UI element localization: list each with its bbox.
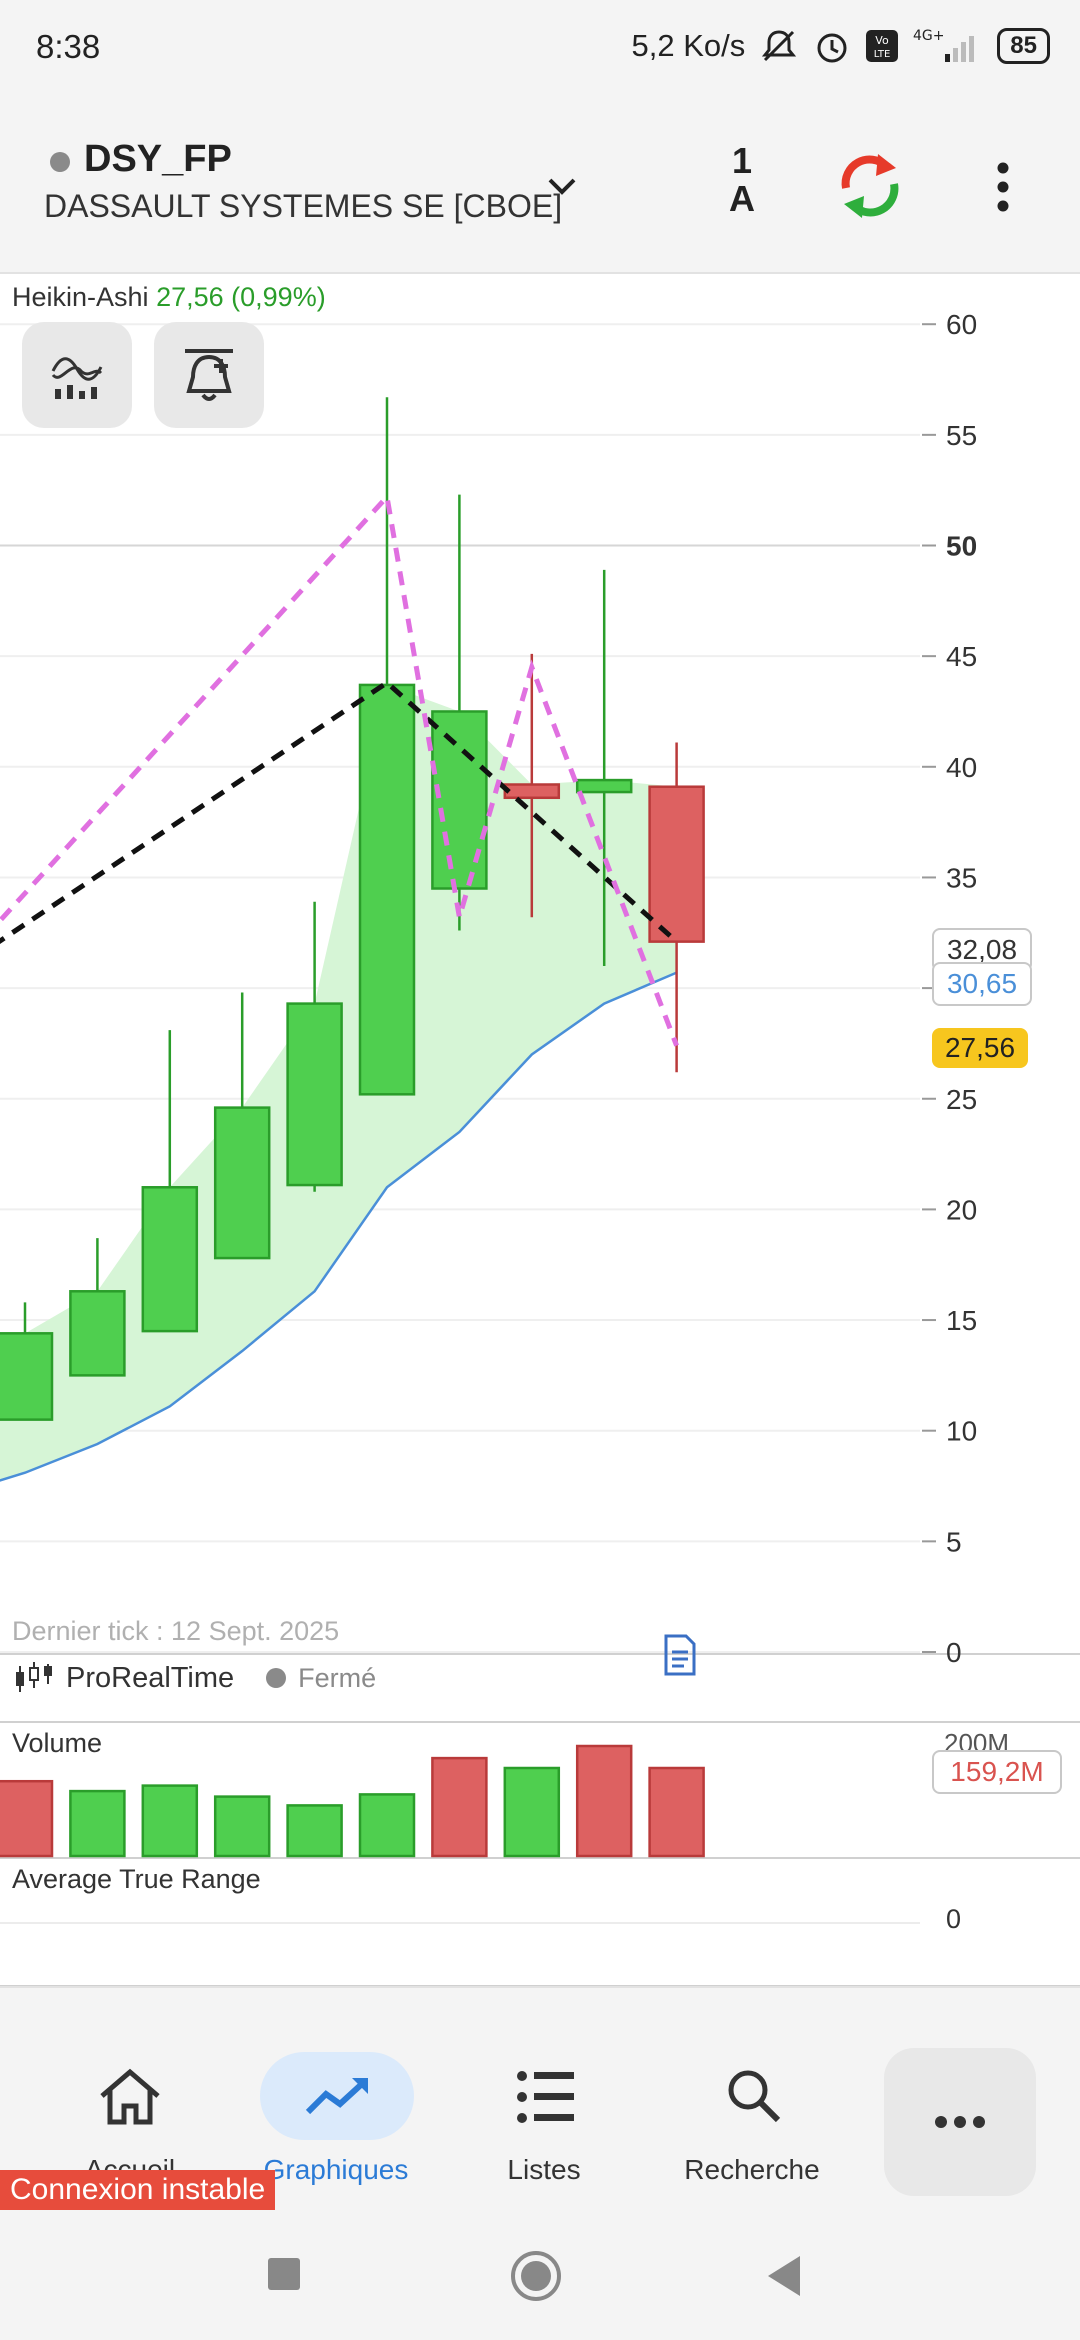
status-bar <box>0 0 1080 96</box>
zigzag-line <box>0 491 679 1047</box>
y-tick-label: 50 <box>946 531 977 562</box>
company-name[interactable]: DASSAULT SYSTEMES SE [CBOE] <box>44 188 563 224</box>
brand-name: ProRealTime <box>66 1661 235 1694</box>
y-tick-label: 5 <box>946 1526 962 1557</box>
nav-active-pill <box>260 2052 414 2140</box>
y-tick-label: 25 <box>946 1084 977 1115</box>
close-price-tag: 27,56 <box>932 1028 1028 1068</box>
volume-bar <box>431 1756 488 1858</box>
indicator-name: Heikin-Ashi <box>12 282 149 312</box>
brand-row: ProRealTime Fermé <box>14 1660 376 1696</box>
nav-recherche[interactable]: Recherche <box>684 2154 820 2185</box>
y-tick-label: 55 <box>946 420 977 451</box>
y-tick-label: 15 <box>946 1305 977 1336</box>
y-tick-label: 35 <box>946 862 977 893</box>
volume-bar <box>213 1795 271 1858</box>
candle-body <box>286 1002 343 1187</box>
app-header <box>0 96 1080 274</box>
atr-zero-label: 0 <box>946 1904 962 1934</box>
y-tick-label: 20 <box>946 1194 977 1225</box>
status-icons: 5,2 Ko/s Vo LTE 4G+ 85 <box>632 26 1050 66</box>
volume-bar <box>286 1804 343 1858</box>
refresh-icon[interactable] <box>832 148 908 229</box>
indicators-icon <box>51 357 103 399</box>
period-unit: A <box>729 178 755 219</box>
trend-line <box>0 679 679 944</box>
moving-average-line <box>0 971 678 1482</box>
candle-body <box>141 1186 199 1333</box>
nav-more-button[interactable] <box>884 2048 1036 2196</box>
candle-body <box>575 778 633 794</box>
volume-bar <box>575 1744 633 1858</box>
candle-body <box>503 783 561 800</box>
market-status-dot <box>50 152 70 172</box>
document-icon[interactable] <box>662 1634 698 1681</box>
search-icon[interactable] <box>724 2066 784 2126</box>
bell-plus-icon <box>185 349 233 401</box>
candle-body <box>69 1290 126 1377</box>
y-tick-label: 0 <box>946 1637 962 1668</box>
y-tick-label: 45 <box>946 641 977 672</box>
volume-label: Volume <box>12 1728 103 1758</box>
home-icon[interactable] <box>96 2068 164 2128</box>
volume-bar <box>69 1789 126 1858</box>
status-time: 8:38 <box>36 28 101 65</box>
recents-icon[interactable] <box>266 2256 302 2292</box>
chart-trend-icon[interactable] <box>304 2072 372 2120</box>
indicator-last-value: 27,56 <box>156 282 224 312</box>
more-options-icon[interactable] <box>990 160 1016 219</box>
period-value: 1 <box>731 140 753 181</box>
alarm-icon <box>813 27 851 65</box>
indicators-button[interactable] <box>22 322 132 428</box>
indicator-change: (0,99%) <box>231 282 326 312</box>
market-closed-dot <box>266 1668 287 1688</box>
volume-bar <box>141 1784 199 1858</box>
connection-banner: Connexion instable <box>0 2170 276 2210</box>
indicator-label: Heikin-Ashi 27,56 (0,99%) <box>12 282 326 313</box>
chevron-down-icon[interactable] <box>542 166 582 211</box>
battery-indicator: 85 <box>997 28 1050 64</box>
candle-body <box>213 1106 271 1260</box>
period-selector[interactable]: 1 A <box>722 142 762 218</box>
list-icon[interactable] <box>516 2068 576 2126</box>
candle-body <box>358 683 416 1096</box>
price-chart[interactable]: 6055504540353025201510500152017201920212… <box>0 272 1080 1986</box>
svg-text:LTE: LTE <box>874 49 891 60</box>
candlestick-logo-icon <box>16 1662 52 1692</box>
y-tick-label: 60 <box>946 309 977 340</box>
network-type: 4G+ <box>913 28 945 44</box>
nav-graphiques[interactable]: Graphiques <box>263 2154 409 2185</box>
candle-body <box>0 1332 54 1421</box>
home-system-icon[interactable] <box>510 2250 562 2302</box>
y-tick-label: 10 <box>946 1416 977 1447</box>
ellipsis-icon <box>935 2116 985 2128</box>
net-speed: 5,2 Ko/s <box>631 28 746 63</box>
volume-tag: 159,2M <box>932 1750 1062 1794</box>
alert-button[interactable] <box>154 322 264 428</box>
y-tick-label: 40 <box>946 752 977 783</box>
signal-icon: 4G+ <box>913 26 983 66</box>
atr-label: Average True Range <box>12 1864 261 1894</box>
market-status-text: Fermé <box>298 1662 377 1693</box>
volte-icon: Vo LTE <box>865 29 899 63</box>
volume-bar <box>648 1766 705 1858</box>
nav-listes[interactable]: Listes <box>507 2154 581 2185</box>
moving-average-tag: 30,65 <box>932 962 1032 1006</box>
svg-text:Vo: Vo <box>876 34 890 47</box>
mute-icon <box>759 26 799 66</box>
candle-body <box>648 785 705 943</box>
back-icon[interactable] <box>764 2254 804 2298</box>
candle-body <box>431 710 488 890</box>
ticker-symbol[interactable]: DSY_FP <box>84 138 232 180</box>
volume-bar <box>503 1766 561 1858</box>
last-tick-label: Dernier tick : 12 Sept. 2025 <box>12 1616 340 1646</box>
volume-bar <box>358 1793 416 1858</box>
volume-bar <box>0 1779 54 1858</box>
